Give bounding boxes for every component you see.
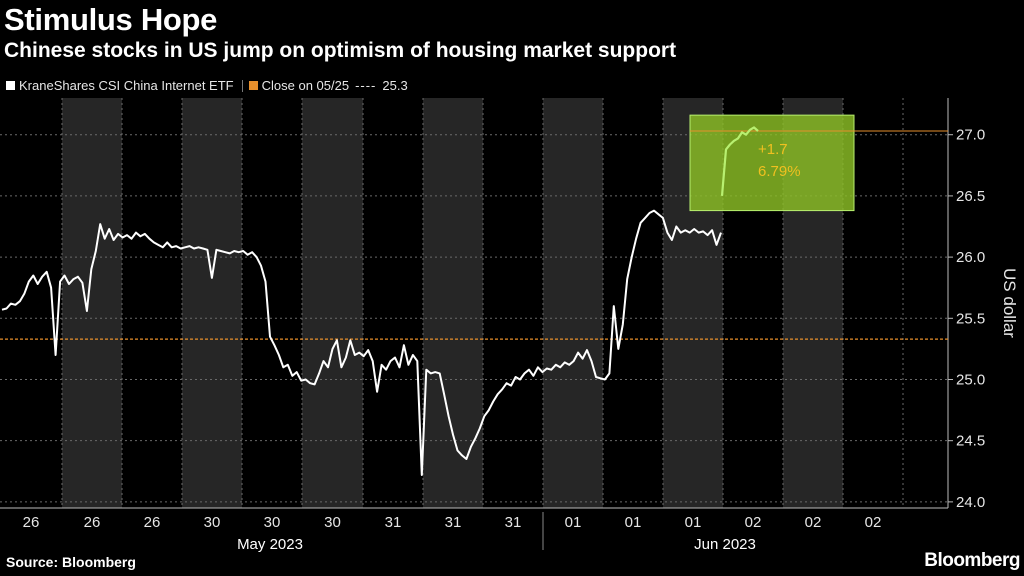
y-tick-label: 25.5 <box>956 310 985 327</box>
reference-swatch <box>248 81 258 90</box>
x-tick-label: 01 <box>625 514 642 531</box>
x-tick-label: 31 <box>385 514 402 531</box>
chart-title: Stimulus Hope <box>4 2 218 37</box>
x-tick-label: 30 <box>204 514 221 531</box>
series-group <box>1 126 759 476</box>
shaded-session <box>302 98 363 508</box>
x-tick-label: 26 <box>84 514 101 531</box>
x-tick-label: 30 <box>264 514 281 531</box>
y-tick-label: 26.0 <box>956 249 985 266</box>
x-tick-label: 26 <box>144 514 161 531</box>
x-tick-label: 31 <box>505 514 522 531</box>
x-tick-label: 02 <box>805 514 822 531</box>
x-tick-label: 01 <box>685 514 702 531</box>
x-tick-label: 02 <box>745 514 762 531</box>
y-axis-title: US dollar <box>1000 268 1019 338</box>
highlight-group: +1.7 6.79% <box>689 114 948 212</box>
x-tick-label: 26 <box>23 514 40 531</box>
month-label: May 2023 <box>237 536 303 553</box>
price-line <box>1 209 722 476</box>
y-tick-label: 26.5 <box>956 188 985 205</box>
shaded-session <box>62 98 122 508</box>
annotation-percent: 6.79% <box>758 163 801 180</box>
source-note: Source: Bloomberg <box>6 554 136 570</box>
chart-subtitle: Chinese stocks in US jump on optimism of… <box>4 39 677 62</box>
y-tick-label: 24.0 <box>956 494 985 511</box>
axes <box>0 98 953 550</box>
legend-divider <box>241 79 243 92</box>
legend-series-label: KraneShares CSI China Internet ETF <box>19 78 234 93</box>
legend-close-value: 25.3 <box>382 78 408 93</box>
y-tick-label: 25.0 <box>956 371 985 388</box>
x-tick-label: 31 <box>445 514 462 531</box>
bloomberg-logo: Bloomberg <box>924 550 1020 571</box>
axis-labels: 24.0 24.5 25.0 25.5 26.0 26.5 27.0 26 26 26 30 30 30… <box>23 127 1019 553</box>
annotation-change: +1.7 <box>758 141 788 158</box>
y-tick-label: 27.0 <box>956 127 985 144</box>
shaded-session <box>182 98 242 508</box>
shaded-session <box>543 98 603 508</box>
legend: KraneShares CSI China Internet ETF Close… <box>6 78 408 93</box>
x-tick-label: 01 <box>565 514 582 531</box>
legend-dash: ---- <box>355 78 377 93</box>
price-line-highlight <box>720 126 759 196</box>
x-tick-label: 30 <box>324 514 341 531</box>
x-tick-label: 02 <box>865 514 882 531</box>
month-label: Jun 2023 <box>694 536 756 553</box>
shaded-session <box>423 98 483 508</box>
series-swatch <box>6 81 15 90</box>
y-tick-label: 24.5 <box>956 433 985 450</box>
legend-close-label: Close on 05/25 <box>261 78 350 93</box>
